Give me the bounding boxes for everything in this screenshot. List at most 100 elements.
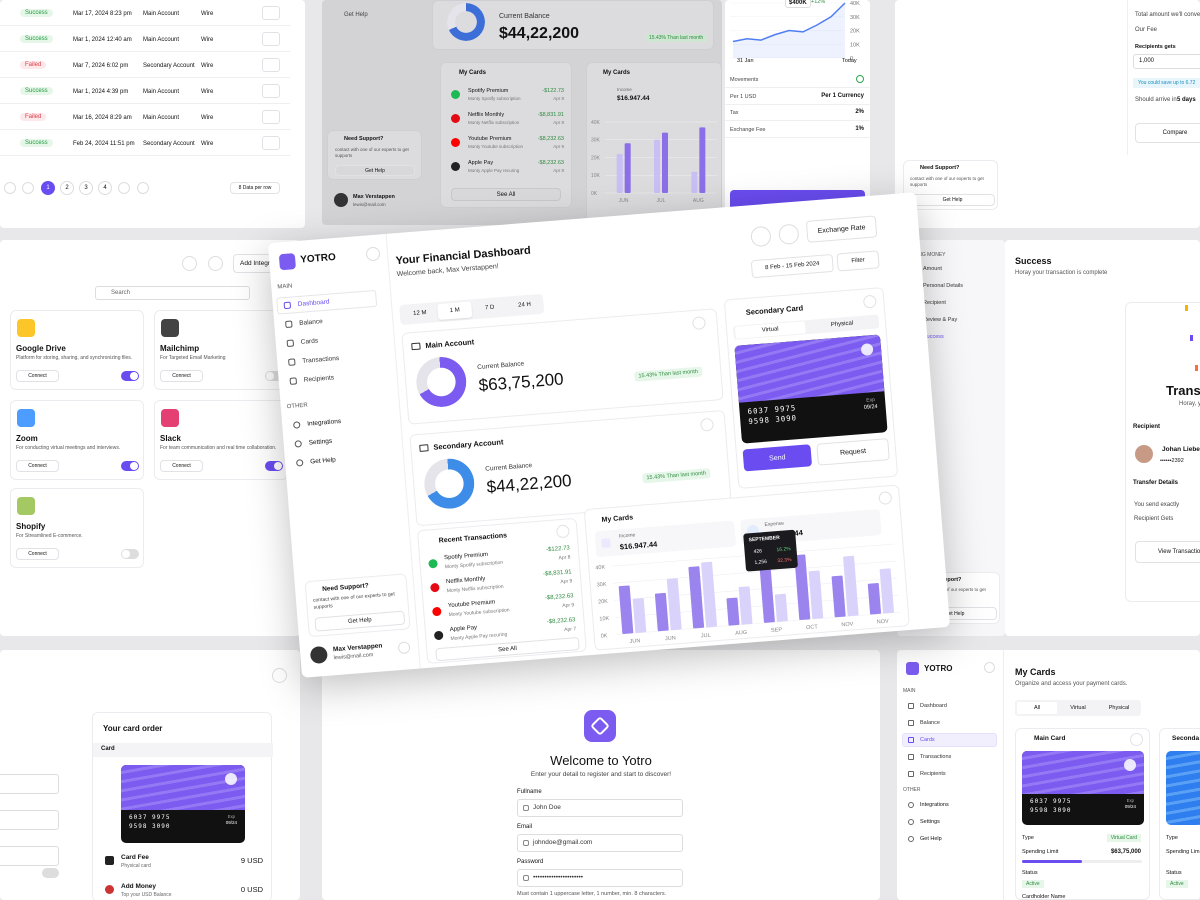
view-button[interactable]: View Transactio xyxy=(1135,541,1200,563)
amount: -$122.73 xyxy=(542,88,564,94)
nav-item[interactable]: Balance xyxy=(920,720,940,726)
more-button[interactable] xyxy=(262,110,280,124)
nav-item[interactable]: Dashboard xyxy=(920,703,947,709)
app-name: Shopify xyxy=(16,522,46,531)
card-order-panel: Your card order Card 6037 9975 9598 3090 Exp… xyxy=(0,650,300,900)
page-button[interactable]: 3 xyxy=(79,181,93,195)
donut xyxy=(422,456,477,511)
more-button[interactable] xyxy=(262,32,280,46)
support-text: contact with one of our experts to get s… xyxy=(335,147,409,158)
nav-item[interactable]: Get Help xyxy=(920,836,942,842)
app-name: Zoom xyxy=(16,434,38,443)
close-button[interactable] xyxy=(272,668,287,683)
per-page-select[interactable]: 8 Data per row xyxy=(230,182,280,194)
more-button[interactable] xyxy=(262,58,280,72)
tab[interactable]: 7 D xyxy=(484,304,495,312)
tab[interactable]: 24 H xyxy=(517,301,532,309)
close-button[interactable] xyxy=(394,579,400,585)
more-button[interactable] xyxy=(1130,733,1143,746)
line xyxy=(732,2,846,43)
collapse-button[interactable] xyxy=(984,662,995,673)
more-button[interactable] xyxy=(397,641,411,655)
bell-button[interactable] xyxy=(208,256,223,271)
tooltip-change: 16.2% xyxy=(776,546,791,554)
connect-button[interactable]: Connect xyxy=(16,370,59,382)
nav-heading: OTHER xyxy=(903,787,921,793)
tab[interactable]: 1 M xyxy=(437,301,473,321)
tab[interactable]: Virtual xyxy=(1070,705,1086,711)
nav-item[interactable]: Recipients xyxy=(920,771,946,777)
get-help-button[interactable]: Get Help xyxy=(910,194,995,206)
nav-item[interactable]: Transactions xyxy=(302,354,340,365)
input-field[interactable]: John Doe xyxy=(517,799,683,817)
toggle[interactable] xyxy=(121,461,139,471)
bar-chart: 40K 30K 20K 10K 0K JUN JUN JUL AUG SEP OCT NOV NOV xyxy=(595,543,900,645)
page-button[interactable]: 1 xyxy=(41,181,55,195)
nav-item[interactable]: Get Help xyxy=(309,456,337,466)
connect-button[interactable]: Connect xyxy=(160,370,203,382)
tab[interactable]: Physical xyxy=(830,320,854,329)
method: Wire xyxy=(201,37,214,43)
page-title: Success xyxy=(1015,256,1052,266)
toggle[interactable] xyxy=(121,549,139,559)
more-button[interactable] xyxy=(700,417,714,432)
nav-item[interactable]: Transactions xyxy=(920,754,952,760)
tab[interactable]: Virtual xyxy=(734,321,806,339)
send-button[interactable]: Send xyxy=(742,444,813,472)
nav-icon xyxy=(908,802,914,808)
search-button[interactable] xyxy=(750,225,772,248)
y-tick-label: 10K xyxy=(591,173,601,179)
nav-item[interactable]: Settings xyxy=(920,819,940,825)
nav-item[interactable]: Cards xyxy=(920,737,935,743)
exchange-rate-button[interactable]: Exchange Rate xyxy=(805,215,878,243)
nav-item[interactable]: Cards xyxy=(300,337,319,346)
date: Mar 7, 2024 6:02 pm xyxy=(73,63,129,69)
bell-button[interactable] xyxy=(778,223,800,246)
more-button[interactable] xyxy=(878,491,893,506)
page-button[interactable]: 2 xyxy=(60,181,74,195)
search-button[interactable] xyxy=(182,256,197,271)
row-divider xyxy=(725,87,870,88)
tab[interactable]: Physical xyxy=(1108,705,1130,711)
saving-note: You could save up to 6.72 xyxy=(1133,78,1200,88)
compare-button[interactable]: Compare xyxy=(1135,123,1200,143)
nav-item[interactable]: Integrations xyxy=(920,802,949,808)
tab[interactable]: 12 M xyxy=(412,309,427,317)
toggle[interactable] xyxy=(42,868,59,878)
toggle[interactable] xyxy=(265,371,283,381)
nav-item[interactable]: Recipients xyxy=(303,374,335,384)
nav-item[interactable]: Integrations xyxy=(306,417,342,428)
collapse-button[interactable] xyxy=(365,246,381,262)
more-button[interactable] xyxy=(262,6,280,20)
filter-button[interactable]: Filter xyxy=(836,250,880,272)
more-button[interactable] xyxy=(692,316,706,331)
connect-button[interactable]: Connect xyxy=(16,548,59,560)
more-button[interactable] xyxy=(862,294,877,309)
nav-item[interactable]: Settings xyxy=(308,437,333,447)
connect-button[interactable]: Connect xyxy=(16,460,59,472)
page-last[interactable] xyxy=(137,182,149,194)
x-tick-label: AUG xyxy=(693,198,704,204)
input-field[interactable]: •••••••••••••••••••••• xyxy=(517,869,683,887)
x-tick-label: SEP xyxy=(771,627,783,634)
tab[interactable]: All xyxy=(1017,702,1057,714)
connect-button[interactable]: Connect xyxy=(160,460,203,472)
get-help-button[interactable]: Get Help xyxy=(335,165,415,176)
page-prev[interactable] xyxy=(22,182,34,194)
date-range-button[interactable]: 8 Feb - 15 Feb 2024 xyxy=(750,253,834,279)
nav-item[interactable]: Balance xyxy=(299,318,323,327)
more-button[interactable] xyxy=(262,84,280,98)
more-button[interactable] xyxy=(262,136,280,150)
see-all-button[interactable]: See All xyxy=(451,188,561,201)
nav-heading: OTHER xyxy=(286,402,308,411)
section-title: My Cards xyxy=(601,514,634,524)
input-field[interactable]: johndoe@gmail.com xyxy=(517,834,683,852)
more-button[interactable] xyxy=(555,524,570,539)
toggle[interactable] xyxy=(265,461,283,471)
page-next[interactable] xyxy=(118,182,130,194)
get-help-button[interactable]: Get Help xyxy=(314,610,406,632)
toggle[interactable] xyxy=(121,371,139,381)
request-button[interactable]: Request xyxy=(816,438,890,466)
page-prev[interactable] xyxy=(4,182,16,194)
page-button[interactable]: 4 xyxy=(98,181,112,195)
